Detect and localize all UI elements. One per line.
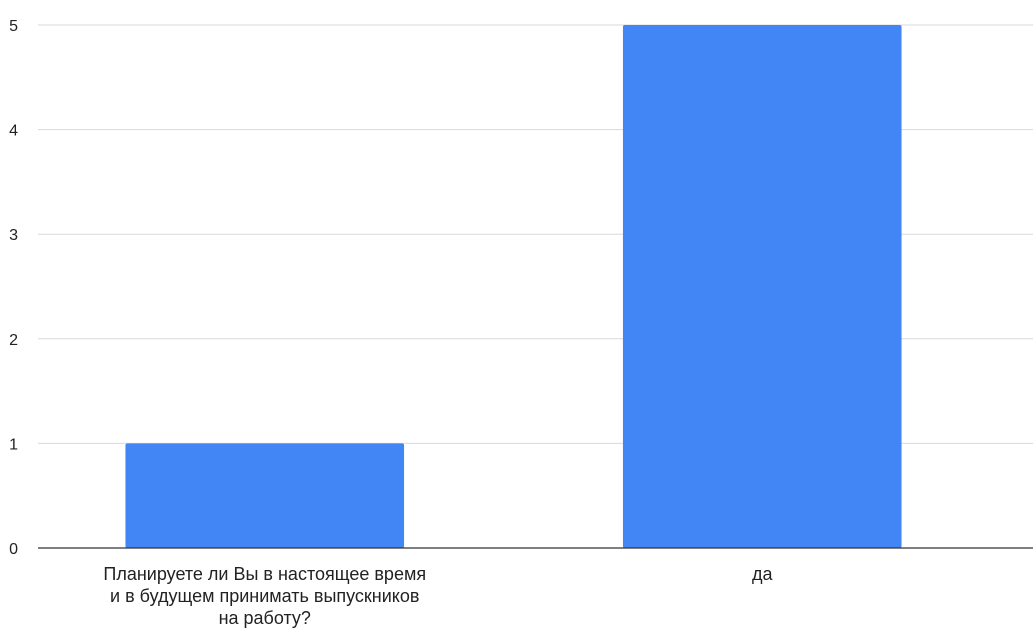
y-tick-label: 1 (9, 436, 18, 453)
x-category-label-line: и в будущем принимать выпускников (110, 586, 419, 606)
bar-0 (125, 443, 405, 548)
y-tick-label: 4 (9, 123, 18, 140)
x-category-label-line: да (752, 564, 774, 584)
x-category-label-line: на работу? (219, 608, 311, 628)
bars (125, 25, 902, 548)
labels: 0 1 2 3 4 5 Планируете ли Вы в настоящее время… (9, 18, 773, 628)
x-category-label-line: Планируете ли Вы в настоящее время (103, 564, 426, 584)
x-category-label: да (752, 564, 774, 584)
y-tick-label: 2 (9, 332, 18, 349)
y-tick-label: 3 (9, 227, 18, 244)
y-tick-label: 0 (9, 541, 18, 558)
bar-1 (622, 25, 902, 548)
y-tick-label: 5 (9, 18, 18, 35)
x-category-label: Планируете ли Вы в настоящее время и в бу… (103, 564, 426, 628)
